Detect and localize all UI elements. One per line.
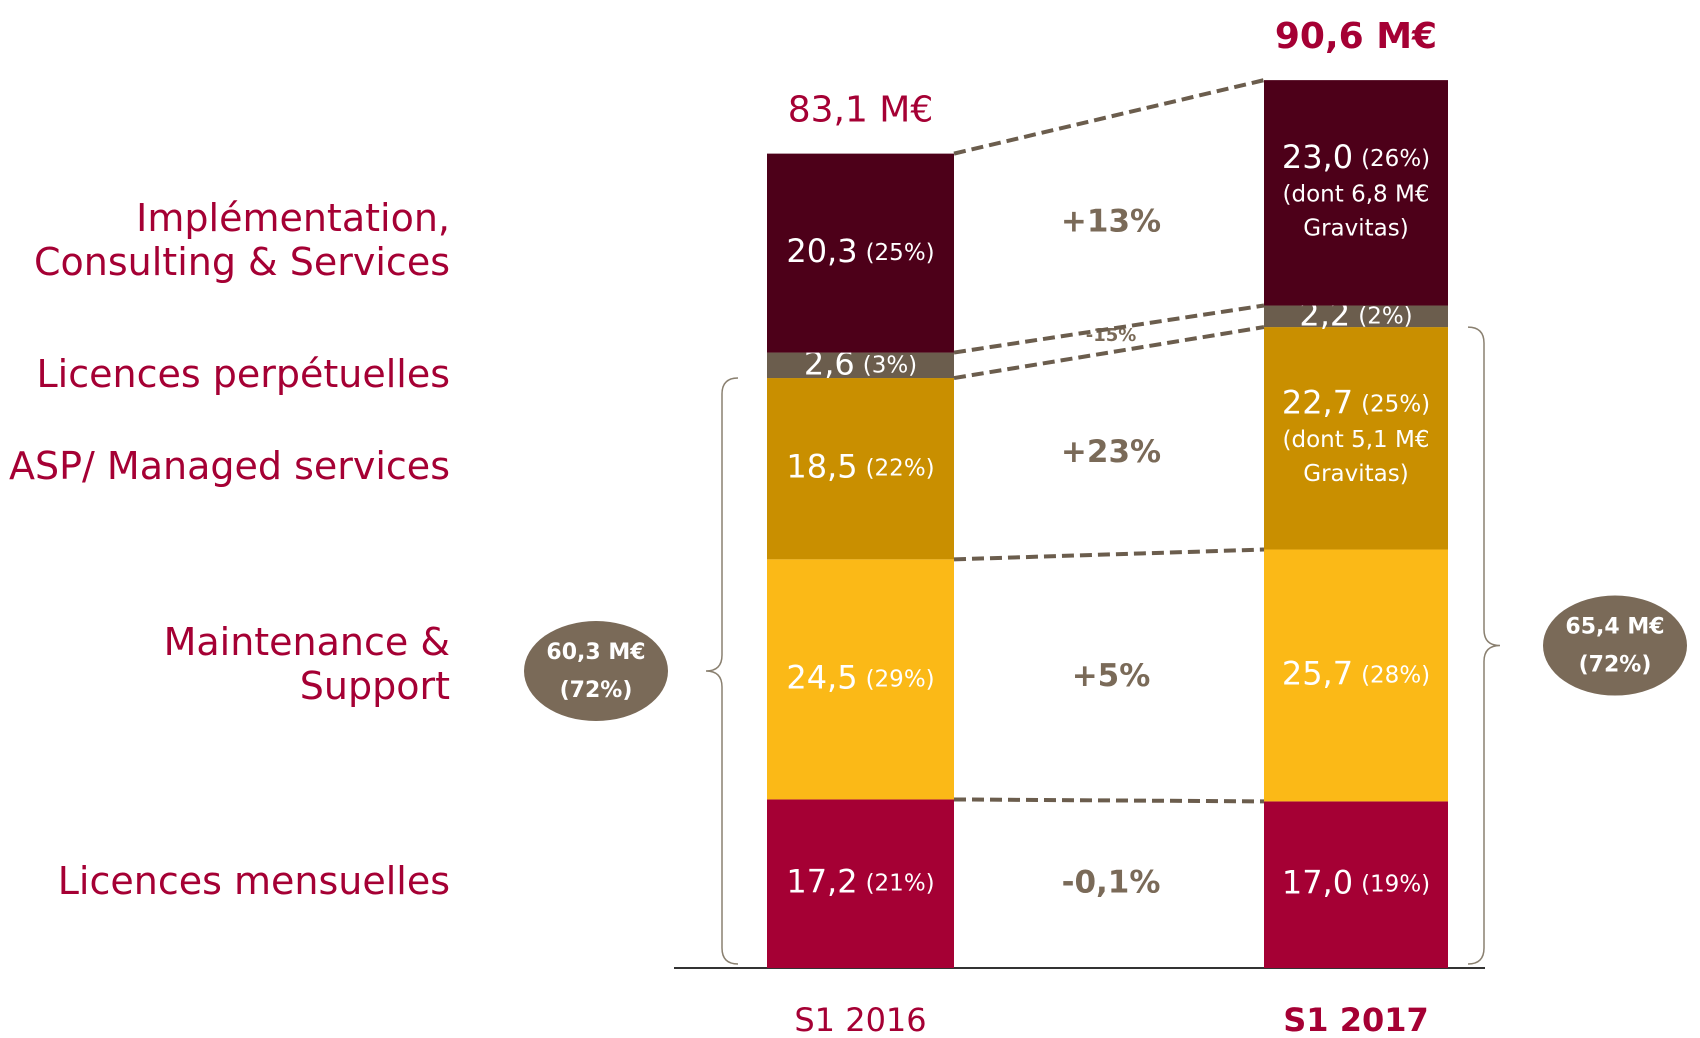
brace xyxy=(705,377,739,965)
segment-label: 20,3 (25%) xyxy=(786,232,934,270)
total-label: 90,6 M€ xyxy=(1275,16,1437,57)
recurring-share-label: (72%) xyxy=(1579,653,1652,678)
change-label: -0,1% xyxy=(1062,865,1161,901)
change-label: +23% xyxy=(1061,434,1161,470)
series-name: ASP/ Managed services xyxy=(9,444,450,488)
recurring-label: 65,4 M€ xyxy=(1565,615,1664,640)
segment-label: 17,0 (19%) xyxy=(1282,864,1430,902)
series-name: Licences mensuelles xyxy=(57,859,450,903)
bar-segment xyxy=(767,799,954,968)
change-label: +13% xyxy=(1061,203,1161,239)
series-name: Implémentation, Consulting & Services xyxy=(34,196,450,284)
segment-value-label: 17,2 xyxy=(786,863,857,901)
connector-line xyxy=(953,303,1265,355)
change-label: -15% xyxy=(1086,325,1137,346)
connector-line xyxy=(953,325,1265,381)
segment-value-label: 24,5 xyxy=(786,658,857,696)
bar-segment xyxy=(1264,327,1448,550)
connector-line xyxy=(953,797,1265,804)
segment-value-label: 22,7 xyxy=(1282,383,1353,421)
bar-segment xyxy=(1264,801,1448,968)
segment-note: Gravitas) xyxy=(1303,461,1408,487)
category-label: S1 2017 xyxy=(1283,1001,1429,1038)
segment-label: 24,5 (29%) xyxy=(786,658,934,696)
segment-label: 17,2 (21%) xyxy=(786,863,934,901)
segment-note: (dont 5,1 M€ xyxy=(1283,427,1430,453)
segment-share-label: (25%) xyxy=(866,240,935,266)
segment-value-label: 17,0 xyxy=(1282,864,1353,902)
segment-value-label: 23,0 xyxy=(1282,138,1353,176)
bar-segment xyxy=(767,153,954,353)
recurring-badge xyxy=(524,621,668,722)
segment-label: 25,7 (28%) xyxy=(1282,654,1430,692)
segment-value-label: 20,3 xyxy=(786,232,857,270)
segment-share-label: (2%) xyxy=(1358,303,1412,329)
change-label: +5% xyxy=(1072,658,1151,694)
bar-segment xyxy=(1264,549,1448,802)
bar-segment xyxy=(767,559,954,800)
recurring-badge xyxy=(1543,595,1687,696)
segment-share-label: (28%) xyxy=(1361,662,1430,688)
total-label: 83,1 M€ xyxy=(788,90,934,131)
bar-segment xyxy=(1264,305,1448,328)
segment-note: Gravitas) xyxy=(1303,215,1408,241)
bar-segment xyxy=(767,378,954,560)
segment-share-label: (3%) xyxy=(863,352,917,378)
segment-share-label: (29%) xyxy=(866,666,935,692)
segment-share-label: (19%) xyxy=(1361,871,1430,897)
bar-segment xyxy=(1264,80,1448,306)
category-label: S1 2016 xyxy=(794,1001,926,1038)
series-name: Maintenance & Support xyxy=(163,620,450,708)
segment-label: 23,0 (26%) xyxy=(1282,138,1430,176)
connector-line xyxy=(953,547,1265,562)
recurring-label: 60,3 M€ xyxy=(546,640,645,665)
series-name: Licences perpétuelles xyxy=(36,352,450,396)
segment-label: 22,7 (25%) xyxy=(1282,383,1430,421)
segment-label: 18,5 (22%) xyxy=(786,448,934,486)
bar-segment xyxy=(767,352,954,379)
connector-line xyxy=(953,78,1265,156)
recurring-share-label: (72%) xyxy=(560,678,633,703)
segment-value-label: 25,7 xyxy=(1282,654,1353,692)
segment-share-label: (22%) xyxy=(866,455,935,481)
brace xyxy=(1467,326,1501,965)
segment-value-label: 18,5 xyxy=(786,448,857,486)
segment-share-label: (25%) xyxy=(1361,391,1430,417)
segment-share-label: (21%) xyxy=(866,870,935,896)
segment-share-label: (26%) xyxy=(1361,145,1430,171)
segment-note: (dont 6,8 M€ xyxy=(1283,181,1430,207)
